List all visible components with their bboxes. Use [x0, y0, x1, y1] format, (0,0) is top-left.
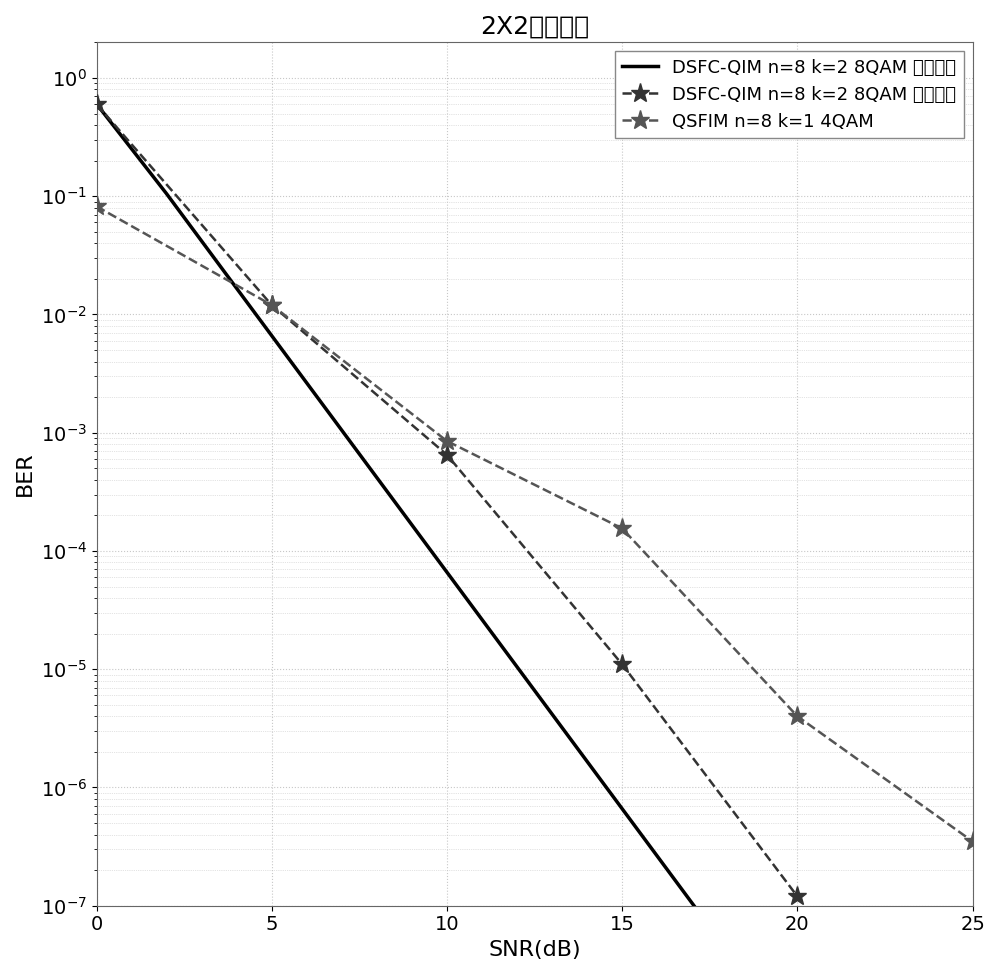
QSFIM n=8 k=1 4QAM	[441, 435, 453, 447]
DSFC-QIM n=8 k=2 8QAM （理论）	[651, 850, 663, 862]
DSFC-QIM n=8 k=2 8QAM （理论）	[161, 188, 173, 200]
DSFC-QIM n=8 k=2 8QAM （理论）	[371, 472, 383, 484]
Y-axis label: BER: BER	[15, 451, 35, 496]
X-axis label: SNR(dB): SNR(dB)	[488, 940, 581, 960]
Legend: DSFC-QIM n=8 k=2 8QAM （理论）, DSFC-QIM n=8 k=2 8QAM （仿真）, QSFIM n=8 k=1 4QAM: DSFC-QIM n=8 k=2 8QAM （理论）, DSFC-QIM n=8…	[615, 52, 964, 137]
DSFC-QIM n=8 k=2 8QAM （仿真）	[616, 658, 628, 670]
Line: QSFIM n=8 k=1 4QAM: QSFIM n=8 k=1 4QAM	[87, 197, 982, 851]
DSFC-QIM n=8 k=2 8QAM （理论）	[546, 708, 558, 720]
DSFC-QIM n=8 k=2 8QAM （理论）	[196, 235, 208, 247]
DSFC-QIM n=8 k=2 8QAM （仿真）	[91, 98, 103, 110]
DSFC-QIM n=8 k=2 8QAM （仿真）	[791, 890, 803, 902]
DSFC-QIM n=8 k=2 8QAM （理论）	[231, 283, 243, 294]
QSFIM n=8 k=1 4QAM	[91, 201, 103, 213]
DSFC-QIM n=8 k=2 8QAM （理论）	[686, 898, 698, 910]
DSFC-QIM n=8 k=2 8QAM （理论）	[721, 945, 733, 956]
DSFC-QIM n=8 k=2 8QAM （理论）	[406, 519, 418, 530]
DSFC-QIM n=8 k=2 8QAM （仿真）	[266, 299, 278, 311]
DSFC-QIM n=8 k=2 8QAM （理论）	[301, 377, 313, 389]
DSFC-QIM n=8 k=2 8QAM （理论）	[266, 330, 278, 341]
DSFC-QIM n=8 k=2 8QAM （理论）	[91, 98, 103, 110]
DSFC-QIM n=8 k=2 8QAM （理论）	[616, 802, 628, 814]
DSFC-QIM n=8 k=2 8QAM （仿真）	[441, 448, 453, 460]
Line: DSFC-QIM n=8 k=2 8QAM （仿真）: DSFC-QIM n=8 k=2 8QAM （仿真）	[87, 95, 807, 906]
DSFC-QIM n=8 k=2 8QAM （理论）	[476, 613, 488, 625]
QSFIM n=8 k=1 4QAM	[791, 711, 803, 722]
QSFIM n=8 k=1 4QAM	[967, 836, 979, 847]
DSFC-QIM n=8 k=2 8QAM （理论）	[441, 566, 453, 578]
Line: DSFC-QIM n=8 k=2 8QAM （理论）: DSFC-QIM n=8 k=2 8QAM （理论）	[97, 104, 797, 975]
QSFIM n=8 k=1 4QAM	[266, 299, 278, 311]
QSFIM n=8 k=1 4QAM	[616, 523, 628, 534]
DSFC-QIM n=8 k=2 8QAM （理论）	[511, 661, 523, 673]
DSFC-QIM n=8 k=2 8QAM （理论）	[126, 143, 138, 155]
Title: 2X2独立信道: 2X2独立信道	[480, 15, 589, 39]
DSFC-QIM n=8 k=2 8QAM （理论）	[336, 424, 348, 436]
DSFC-QIM n=8 k=2 8QAM （理论）	[581, 756, 593, 767]
